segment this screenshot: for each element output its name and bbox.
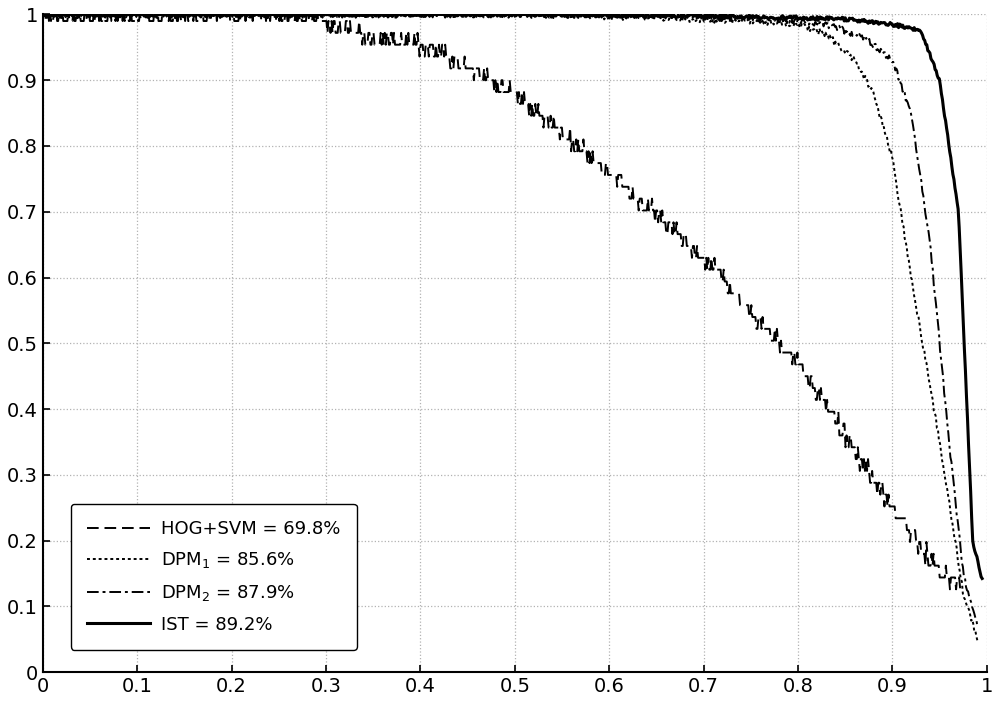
HOG+SVM = 69.8% — [831, 420, 843, 428]
IST = 89.2% — [38, 11, 50, 19]
DPM$_2$ = 87.9% — [140, 13, 152, 22]
IST = 89.2% — [976, 574, 988, 583]
IST = 89.2% — [282, 11, 294, 20]
DPM$_2$ = 87.9% — [37, 12, 49, 20]
DPM$_2$ = 87.9% — [437, 11, 449, 19]
HOG+SVM = 69.8% — [692, 254, 704, 262]
HOG+SVM = 69.8% — [957, 585, 969, 593]
DPM$_2$ = 87.9% — [742, 16, 754, 25]
HOG+SVM = 69.8% — [276, 17, 288, 25]
DPM$_1$ = 85.6% — [844, 51, 856, 59]
HOG+SVM = 69.8% — [430, 41, 442, 49]
IST = 89.2% — [707, 11, 719, 19]
Line: DPM$_1$ = 85.6%: DPM$_1$ = 85.6% — [43, 15, 977, 641]
IST = 89.2% — [745, 12, 757, 20]
DPM$_2$ = 87.9% — [971, 624, 983, 632]
DPM$_1$ = 85.6% — [37, 11, 49, 19]
DPM$_1$ = 85.6% — [702, 17, 714, 25]
HOG+SVM = 69.8% — [37, 5, 49, 13]
DPM$_2$ = 87.9% — [845, 32, 857, 40]
DPM$_2$ = 87.9% — [38, 11, 50, 19]
IST = 89.2% — [849, 15, 861, 24]
DPM$_1$ = 85.6% — [971, 637, 983, 645]
IST = 89.2% — [140, 11, 152, 19]
HOG+SVM = 69.8% — [730, 289, 742, 297]
DPM$_1$ = 85.6% — [280, 11, 292, 19]
DPM$_2$ = 87.9% — [281, 11, 293, 20]
HOG+SVM = 69.8% — [944, 585, 956, 593]
Legend: HOG+SVM = 69.8%, DPM$_1$ = 85.6%, DPM$_2$ = 87.9%, IST = 89.2%: HOG+SVM = 69.8%, DPM$_1$ = 85.6%, DPM$_2… — [71, 503, 357, 650]
DPM$_2$ = 87.9% — [703, 11, 715, 19]
Line: DPM$_2$ = 87.9%: DPM$_2$ = 87.9% — [43, 15, 977, 628]
DPM$_1$ = 85.6% — [139, 11, 151, 19]
HOG+SVM = 69.8% — [137, 5, 149, 13]
DPM$_1$ = 85.6% — [741, 15, 753, 24]
Line: HOG+SVM = 69.8%: HOG+SVM = 69.8% — [43, 9, 963, 589]
DPM$_1$ = 85.6% — [436, 11, 448, 19]
Line: IST = 89.2%: IST = 89.2% — [43, 15, 982, 579]
IST = 89.2% — [37, 11, 49, 19]
IST = 89.2% — [439, 11, 451, 20]
